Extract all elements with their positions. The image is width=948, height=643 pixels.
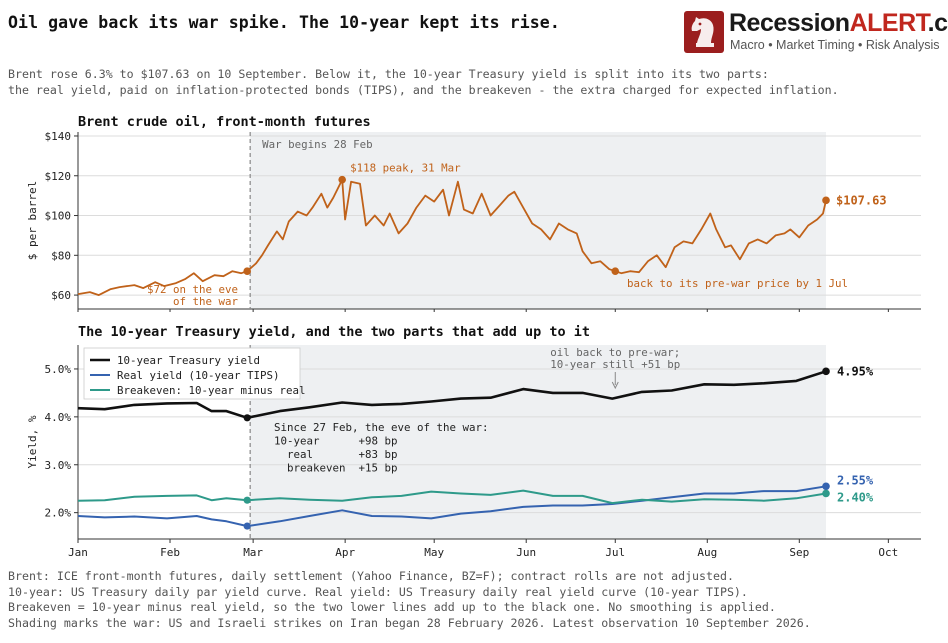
breakeven-end-label: 2.40% [837,490,874,504]
real-eve-marker [243,522,251,530]
annotation-eve-line2: of the war [173,295,239,308]
real-line [77,485,827,528]
annotation-back-to-prewar: back to its pre-war price by 1 Jul [627,277,848,290]
brent-line [77,178,827,297]
panel-1: Brent crude oil, front-month futures $60 $… [26,114,921,310]
subtitle-line: the real yield, paid on inflation-protec… [8,83,839,97]
legend-box [83,347,301,400]
legend-label: 10-year Treasury yield [117,354,260,367]
ten_year-line [77,370,827,420]
annotation-since-eve-line: real +83 bp [274,448,398,461]
page-title: Oil gave back its war spike. The 10-year… [8,13,560,32]
footer-line: Brent: ICE front-month futures, daily se… [8,569,734,583]
annotation-peak: $118 peak, 31 Mar [350,162,461,175]
y-tick-label: $60 [51,289,71,302]
ten_year-end-label: 4.95% [837,364,874,378]
panel-title: The 10-year Treasury yield, and the two … [78,324,590,340]
brent-marker [611,267,620,276]
y-axis-label: $ per barrel [26,181,39,260]
x-tick-label: Apr [335,546,355,559]
breakeven-line [77,489,827,505]
subtitle: Brent rose 6.3% to $107.63 on 10 Septemb… [8,66,839,98]
footer-line: Shading marks the war: US and Israeli st… [8,615,811,630]
footer-line: Breakeven = 10-year minus real yield, so… [8,600,776,615]
x-tick-label: Aug [697,546,717,559]
annotation-oil-prewar-line2: 10-year still +51 bp [550,358,680,371]
annotation-eve-line1: $72 on the eve [147,283,238,296]
legend-label: Real yield (10-year TIPS) [117,369,280,382]
brent-marker [243,267,251,276]
ten_year-eve-marker [243,414,251,422]
breakeven-eve-marker [243,496,251,504]
x-tick-label: Jan [68,546,88,559]
x-tick-label: Sep [789,546,809,559]
y-tick-label: 5.0% [45,363,72,376]
ten_year-end-marker [822,367,830,376]
x-tick-label: May [424,546,444,559]
logo: RecessionALERT.com Macro • Market Timing… [684,9,948,55]
war-shading [250,132,827,309]
subtitle-line: Brent rose 6.3% to $107.63 on 10 Septemb… [8,67,769,81]
y-tick-label: 2.0% [45,507,72,520]
real-end-label: 2.55% [837,473,874,487]
x-tick-label: Mar [243,546,263,559]
y-tick-label: $140 [45,130,72,143]
war-start-label: War begins 28 Feb [262,138,373,151]
real-end-marker [822,482,830,491]
y-tick-label: 4.0% [45,411,72,424]
knight-chess-icon [684,11,724,53]
x-tick-label: Jun [516,546,536,559]
y-tick-label: $100 [45,210,72,223]
y-tick-label: $120 [45,170,72,183]
x-tick-label: Oct [878,546,898,559]
annotation-since-eve-line: Since 27 Feb, the eve of the war: [274,421,489,434]
brent-end-label: $107.63 [836,193,887,207]
logo-wordmark: RecessionALERT.com [729,9,948,37]
brent-marker [822,196,830,205]
y-axis-label: Yield, % [26,415,39,468]
footer-notes: Brent: ICE front-month futures, daily se… [8,569,811,631]
breakeven-end-marker [822,489,830,498]
y-tick-label: $80 [51,249,71,262]
x-tick-label: Feb [160,546,180,559]
annotation-oil-prewar-line1: oil back to pre-war; [550,346,680,359]
panel-title: Brent crude oil, front-month futures [78,114,371,130]
legend: 10-year Treasury yield Real yield (10-yea… [83,347,306,400]
logo-tagline: Macro • Market Timing • Risk Analysis [730,38,940,52]
brent-marker [338,175,346,184]
footer-line: 10-year: US Treasury daily par yield cur… [8,584,748,599]
annotation-arrowhead [611,381,619,390]
legend-label: Breakeven: 10-year minus real [117,384,306,397]
x-tick-label: Jul [605,546,625,559]
annotation-since-eve-line: breakeven +15 bp [274,462,398,475]
y-tick-label: 3.0% [45,459,72,472]
annotation-since-eve-line: 10-year +98 bp [274,435,398,448]
